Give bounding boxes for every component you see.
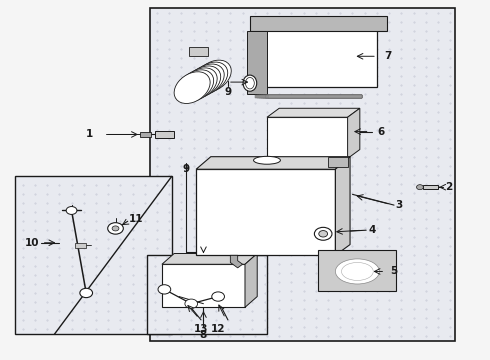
Bar (269, 95, 362, 98)
Text: 11: 11 (129, 214, 143, 224)
Polygon shape (245, 253, 257, 307)
Bar (15, 176, 171, 334)
Ellipse shape (342, 262, 373, 280)
Ellipse shape (245, 77, 254, 89)
Text: 7: 7 (384, 51, 392, 61)
Text: 2: 2 (445, 182, 453, 192)
Ellipse shape (243, 75, 257, 91)
Ellipse shape (174, 72, 210, 103)
Circle shape (416, 185, 423, 190)
Ellipse shape (192, 62, 228, 94)
Polygon shape (347, 108, 360, 158)
Bar (423, 185, 438, 189)
Bar (140, 132, 151, 137)
Polygon shape (162, 253, 257, 264)
Bar (196, 169, 335, 255)
Bar (189, 47, 208, 56)
Polygon shape (335, 157, 350, 255)
Text: 6: 6 (377, 127, 384, 136)
Bar (259, 95, 362, 98)
Bar (150, 8, 455, 341)
Circle shape (185, 299, 197, 309)
Circle shape (66, 207, 77, 215)
Circle shape (158, 285, 171, 294)
Circle shape (80, 288, 93, 298)
Bar (318, 250, 396, 291)
Text: 3: 3 (395, 200, 403, 210)
Bar (255, 95, 362, 98)
Polygon shape (230, 255, 243, 268)
Bar (162, 264, 245, 307)
Bar (267, 117, 347, 158)
Bar (247, 31, 267, 94)
Text: 4: 4 (368, 225, 375, 235)
Ellipse shape (195, 60, 231, 92)
Polygon shape (267, 108, 360, 117)
Circle shape (315, 227, 332, 240)
Bar (261, 95, 362, 98)
Circle shape (212, 292, 224, 301)
Bar (75, 243, 86, 248)
Bar (257, 95, 362, 98)
Bar (265, 95, 362, 98)
Bar (267, 95, 362, 98)
Text: 12: 12 (211, 324, 225, 334)
Text: 1: 1 (86, 130, 94, 139)
Circle shape (319, 230, 328, 237)
Bar (260, 26, 377, 87)
Ellipse shape (181, 68, 217, 100)
Bar (250, 16, 387, 31)
Ellipse shape (178, 70, 214, 102)
Bar (328, 157, 347, 167)
Bar (263, 95, 362, 98)
Circle shape (108, 223, 123, 234)
Ellipse shape (253, 156, 280, 164)
Text: 9: 9 (183, 164, 190, 174)
Ellipse shape (185, 66, 220, 98)
Bar (155, 131, 174, 138)
Circle shape (112, 226, 119, 231)
Text: 5: 5 (391, 266, 398, 276)
Text: 10: 10 (25, 238, 40, 248)
Text: 13: 13 (194, 324, 208, 334)
Ellipse shape (335, 259, 379, 284)
Polygon shape (196, 157, 350, 169)
Text: 9: 9 (224, 87, 231, 97)
Bar (147, 255, 267, 334)
Text: 8: 8 (200, 330, 207, 340)
Ellipse shape (188, 64, 224, 96)
